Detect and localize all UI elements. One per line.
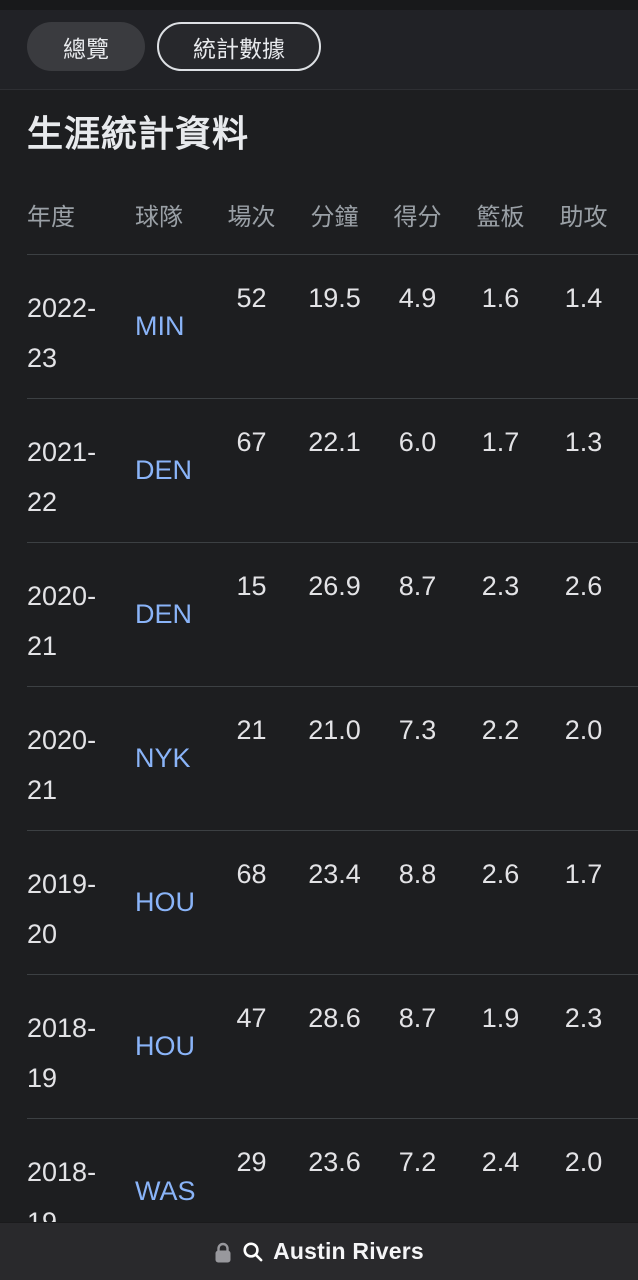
minutes-cell: 22.1 (308, 427, 361, 457)
points-cell: 8.7 (398, 571, 437, 601)
points-cell: 8.8 (398, 859, 437, 889)
table-row: 2019-20 HOU 68 23.4 8.8 2.6 1.7 (27, 831, 638, 975)
team-link[interactable]: MIN (135, 311, 185, 341)
top-edge-strip (0, 0, 638, 10)
games-played-cell: 67 (236, 427, 267, 457)
minutes-cell: 23.4 (308, 859, 361, 889)
team-link[interactable]: HOU (135, 887, 195, 917)
games-played-cell: 21 (236, 715, 267, 745)
rebounds-cell: 1.7 (481, 427, 520, 457)
season-year-cell: 2020-21 (27, 725, 97, 805)
rebounds-cell: 2.4 (481, 1147, 520, 1177)
assists-cell: 2.6 (564, 571, 603, 601)
table-row: 2020-21 DEN 15 26.9 8.7 2.3 2.6 (27, 543, 638, 687)
rebounds-cell: 1.9 (481, 1003, 520, 1033)
page-title: 生涯統計資料 (27, 113, 250, 154)
knowledge-panel-tab-bar: 總覽 統計數據 (0, 10, 638, 90)
points-cell: 4.9 (398, 283, 437, 313)
assists-cell: 2.0 (564, 1147, 603, 1177)
column-header-rebounds: 籃板 (476, 204, 525, 231)
minutes-cell: 21.0 (308, 715, 361, 745)
rebounds-cell: 2.3 (481, 571, 520, 601)
games-played-cell: 29 (236, 1147, 267, 1177)
table-row: 2018-19 WAS 29 23.6 7.2 2.4 2.0 (27, 1119, 638, 1263)
column-header-assists: 助攻 (559, 204, 608, 231)
points-cell: 8.7 (398, 1003, 437, 1033)
season-year-cell: 2018-19 (27, 1013, 97, 1093)
season-year-cell: 2020-21 (27, 581, 97, 661)
minutes-cell: 23.6 (308, 1147, 361, 1177)
rebounds-cell: 2.6 (481, 859, 520, 889)
assists-cell: 1.7 (564, 859, 603, 889)
table-header-row: 年度 球隊 場次 分鐘 得分 籃板 助攻 (27, 158, 638, 255)
tab-stats[interactable]: 統計數據 (157, 22, 321, 71)
games-played-cell: 15 (236, 571, 267, 601)
assists-cell: 2.0 (564, 715, 603, 745)
points-cell: 6.0 (398, 427, 437, 457)
points-cell: 7.3 (398, 715, 437, 745)
column-header-points: 得分 (393, 204, 442, 231)
season-year-cell: 2022-23 (27, 293, 97, 373)
games-played-cell: 47 (236, 1003, 267, 1033)
lock-icon (214, 1242, 232, 1263)
search-icon (241, 1240, 264, 1263)
season-year-cell: 2019-20 (27, 869, 97, 949)
tab-overview[interactable]: 總覽 (27, 22, 145, 71)
table-row: 2018-19 HOU 47 28.6 8.7 1.9 2.3 (27, 975, 638, 1119)
table-row: 2021-22 DEN 67 22.1 6.0 1.7 1.3 (27, 399, 638, 543)
career-stats-table: 年度 球隊 場次 分鐘 得分 籃板 助攻 2022-23 MIN 52 19.5… (0, 158, 638, 1263)
table-row: 2020-21 NYK 21 21.0 7.3 2.2 2.0 (27, 687, 638, 831)
team-link[interactable]: DEN (135, 599, 193, 629)
column-header-year: 年度 (27, 204, 75, 231)
assists-cell: 2.3 (564, 1003, 603, 1033)
column-header-minutes: 分鐘 (310, 204, 359, 231)
address-bar-title: Austin Rivers (273, 1238, 424, 1264)
games-played-cell: 52 (236, 283, 267, 313)
season-year-cell: 2021-22 (27, 437, 97, 517)
assists-cell: 1.3 (564, 427, 603, 457)
team-link[interactable]: NYK (135, 743, 191, 773)
column-header-team: 球隊 (135, 204, 183, 231)
browser-address-bar[interactable]: Austin Rivers (0, 1222, 638, 1280)
table-body: 2022-23 MIN 52 19.5 4.9 1.6 1.4 2021-22 … (27, 255, 638, 1263)
table-row: 2022-23 MIN 52 19.5 4.9 1.6 1.4 (27, 255, 638, 399)
team-link[interactable]: HOU (135, 1031, 195, 1061)
team-link[interactable]: WAS (135, 1175, 196, 1206)
rebounds-cell: 2.2 (481, 715, 520, 745)
minutes-cell: 28.6 (308, 1003, 361, 1033)
column-header-games: 場次 (227, 204, 276, 231)
minutes-cell: 19.5 (308, 283, 361, 313)
games-played-cell: 68 (236, 859, 267, 889)
rebounds-cell: 1.6 (481, 283, 520, 313)
points-cell: 7.2 (398, 1147, 437, 1177)
team-link[interactable]: DEN (135, 455, 193, 485)
assists-cell: 1.4 (564, 283, 603, 313)
minutes-cell: 26.9 (308, 571, 361, 601)
